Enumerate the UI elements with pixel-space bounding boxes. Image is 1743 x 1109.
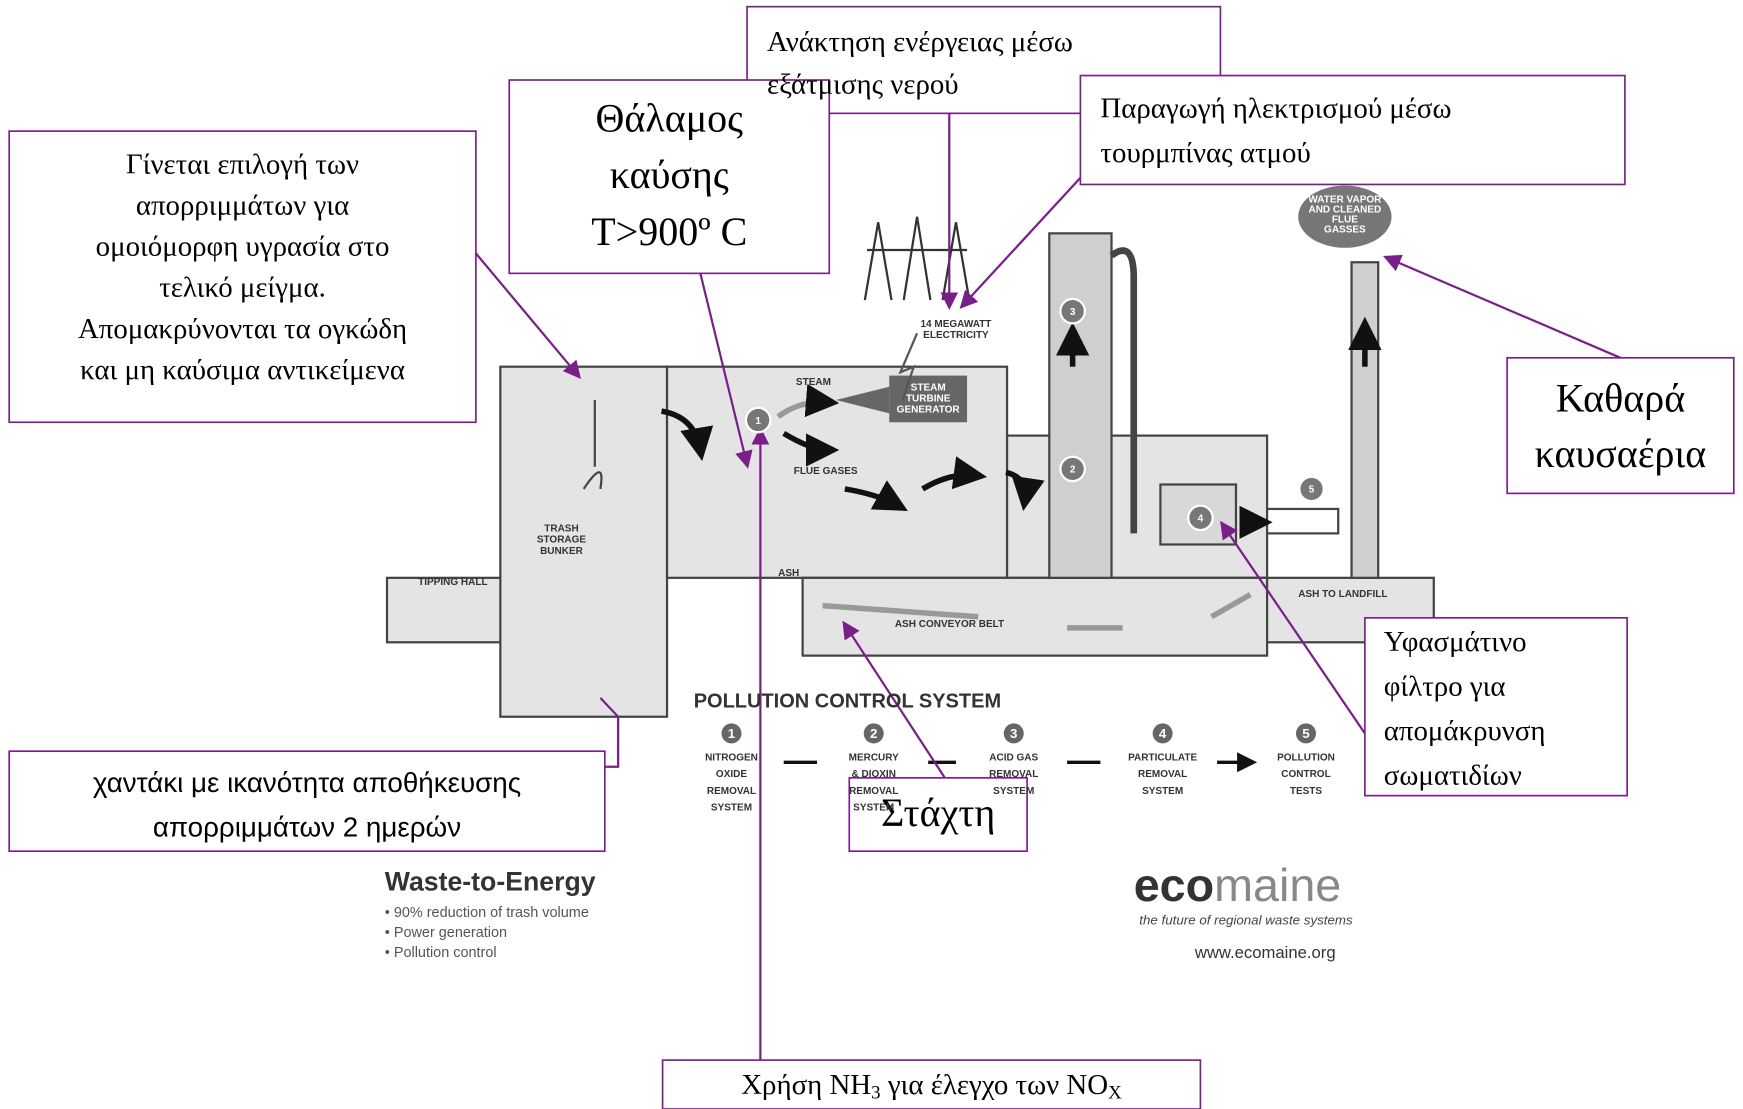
annotation-text: Απομακρύνονται τα ογκώδη [78,313,407,345]
section-title: POLLUTION CONTROL SYSTEM [694,691,1001,713]
diagram-label: TURBINE [906,394,951,405]
annotation-text: Παραγωγή ηλεκτρισμού μέσω [1100,93,1451,125]
diagram-label: ASH [778,568,799,579]
step-label: SYSTEM [1142,786,1183,797]
step-label: OXIDE [716,769,747,780]
step-label: REMOVAL [707,786,756,797]
step-label: REMOVAL [989,769,1038,780]
bullet: • 90% reduction of trash volume [385,905,589,921]
step-label: SYSTEM [711,802,752,813]
annotation-text: ομοιόμορφη υγρασία στο [96,231,390,263]
step-label: SYSTEM [993,786,1034,797]
diagram-label: 3 [1070,307,1076,318]
step-label: NITROGEN [705,752,758,763]
annotation-text: τελικό μείγμα. [159,272,326,304]
step-number: 2 [870,726,877,741]
annotation-text: και μη καύσιμα αντικείμενα [80,354,405,386]
diagram-label: GENERATOR [897,405,961,416]
tagline: the future of regional waste systems [1139,913,1353,928]
diagram-label: STEAM [796,377,831,388]
footer-title: Waste-to-Energy [385,866,596,896]
annotation-text: φίλτρο για [1384,671,1506,703]
annotation-text: τουρμπίνας ατμού [1100,137,1310,169]
logo: ecomaine [1134,859,1341,911]
diagram-label: STORAGE [537,535,587,546]
annotation-text: Θάλαμος [596,95,744,140]
annotation-text: εξάτμισης νερού [767,68,959,100]
step-number: 5 [1302,726,1310,741]
step-label: ACID GAS [989,752,1038,763]
step-number: 4 [1159,726,1167,741]
diagram-label: GASSES [1324,225,1366,236]
diagram-label: 2 [1070,465,1076,476]
step-label: TESTS [1290,786,1323,797]
step-label: CONTROL [1281,769,1330,780]
step-label: SYSTEM [853,802,894,813]
step-label: REMOVAL [1138,769,1187,780]
subscript: 3 [871,1083,880,1104]
diagram-label: BUNKER [540,546,584,557]
page: Ανάκτηση ενέργειας μέσω εξάτμισης νερού Θά… [0,0,1743,1109]
diagram-label: ASH TO LANDFILL [1298,589,1387,600]
step-label: PARTICULATE [1128,752,1197,763]
step-label: MERCURY [849,752,900,763]
annotation-text: Ανάκτηση ενέργειας μέσω [767,26,1073,58]
annotation-text: σωματιδίων [1384,759,1522,791]
text-run: Χρήση NH [741,1068,871,1100]
annotation-text: Καθαρά [1556,375,1685,420]
url: www.ecomaine.org [1194,943,1336,962]
logo-light: maine [1214,859,1341,911]
annotation-text: καυσαέρια [1535,431,1707,476]
bullet: • Pollution control [385,945,497,961]
annotation-text: απομάκρυνση [1384,715,1546,747]
step-number: 1 [728,726,736,741]
annotation-text: Χρήση NH3 για έλεγχο των NOX [741,1068,1122,1103]
annotation-text: χαντάκι με ικανότητα αποθήκευσης [93,767,521,798]
annotation-text: T>900º C [591,209,747,254]
diagram-label: 14 MEGAWATT [920,319,991,330]
annotation-text: καύσης [610,152,729,197]
step-label: & DIOXIN [851,769,895,780]
annotation-text: Υφασμάτινο [1384,626,1527,658]
step-label: POLLUTION [1277,752,1335,763]
diagram-label: TIPPING HALL [418,577,487,588]
diagram-label: 4 [1198,514,1204,525]
diagram-label: FLUE GASES [794,466,858,477]
diagram-label: TRASH [544,524,578,535]
diagram-label: ASH CONVEYOR BELT [895,619,1004,630]
step-label: REMOVAL [849,786,898,797]
diagram-label: 1 [755,416,761,427]
diagram-label: STEAM [911,382,946,393]
subscript: X [1108,1083,1122,1104]
text-run: για έλεγχο των NO [881,1068,1109,1100]
annotation-text: απορριμμάτων για [136,189,349,221]
diagram-label: ELECTRICITY [923,330,989,341]
step-number: 3 [1010,726,1017,741]
bullet: • Power generation [385,925,507,941]
diagram-label: 5 [1309,485,1315,496]
annotation-text: Γίνεται επιλογή των [126,148,359,180]
annotation-text: απορριμμάτων 2 ημερών [153,811,461,842]
logo-bold: eco [1134,859,1214,911]
